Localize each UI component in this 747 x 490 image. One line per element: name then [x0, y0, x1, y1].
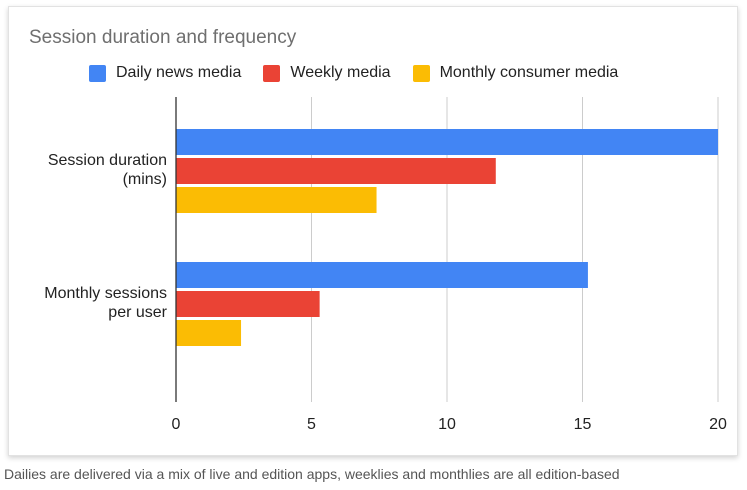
legend-item-daily: Daily news media [89, 64, 241, 82]
chart-title: Session duration and frequency [29, 27, 297, 48]
chart-caption: Dailies are delivered via a mix of live … [4, 466, 620, 482]
legend-swatch-weekly [263, 64, 281, 82]
x-tick-label-10: 10 [438, 416, 456, 433]
legend-label-weekly: Weekly media [290, 64, 391, 81]
x-tick-label-15: 15 [574, 416, 592, 433]
legend-swatch-monthly [412, 64, 430, 82]
bar-monthly-consumer-media-0 [176, 187, 377, 213]
legend-swatch-daily [89, 64, 106, 82]
bar-daily-news-media-0 [176, 129, 718, 155]
chart-legend: Daily news media Weekly media Monthly co… [89, 64, 640, 82]
y-category-label-1: Monthly sessions per user [44, 285, 167, 321]
y-category-label-line: per user [108, 304, 167, 321]
y-category-label-line: (mins) [123, 171, 167, 188]
bar-monthly-consumer-media-1 [176, 320, 242, 346]
x-tick-label-0: 0 [172, 416, 181, 433]
legend-label-monthly: Monthly consumer media [439, 64, 619, 81]
bar-daily-news-media-1 [176, 262, 588, 288]
y-category-label-line: Monthly sessions [44, 285, 167, 302]
legend-item-weekly: Weekly media [263, 64, 391, 82]
y-category-label-0: Session duration (mins) [48, 152, 167, 188]
bar-weekly-media-1 [176, 291, 320, 317]
x-tick-label-20: 20 [709, 416, 727, 433]
y-category-label-line: Session duration [48, 152, 167, 169]
chart-card: Session duration and frequency Daily new… [8, 6, 738, 456]
legend-item-monthly: Monthly consumer media [412, 64, 619, 82]
bar-weekly-media-0 [176, 158, 496, 184]
bar-plot: 0 5 10 15 20 Session duration (mins) Monthly se… [44, 97, 727, 433]
legend-label-daily: Daily news media [116, 64, 242, 81]
x-tick-label-5: 5 [307, 416, 316, 433]
